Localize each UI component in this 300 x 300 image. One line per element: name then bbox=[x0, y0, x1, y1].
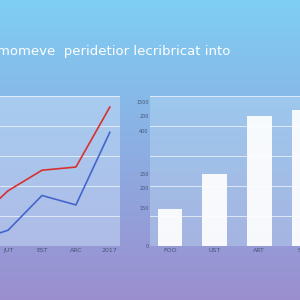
Text: momeve  peridetior lecribricat into: momeve peridetior lecribricat into bbox=[0, 44, 231, 58]
Bar bbox=[158, 208, 182, 246]
Bar bbox=[292, 110, 300, 246]
Bar bbox=[202, 174, 227, 246]
Bar bbox=[247, 116, 272, 246]
